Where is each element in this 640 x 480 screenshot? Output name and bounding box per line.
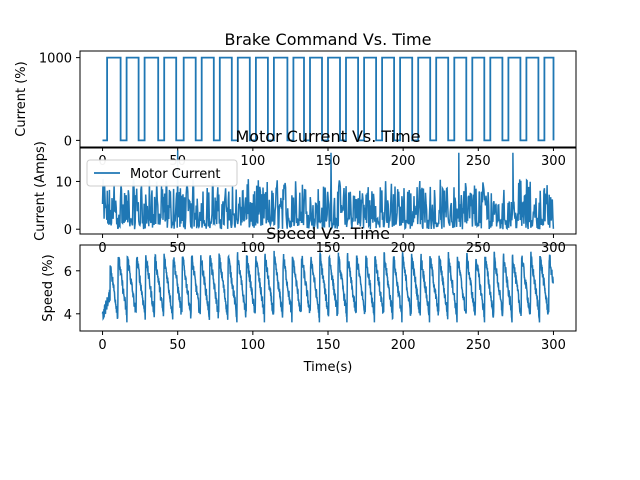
y-tick-label: 10 xyxy=(55,175,72,190)
x-tick-label: 200 xyxy=(391,154,416,169)
y-tick-label: 4 xyxy=(64,308,72,323)
x-tick-label: 250 xyxy=(466,154,491,169)
y-tick-label: 1000 xyxy=(39,52,72,67)
y-axis-label: Current (%) xyxy=(14,61,29,136)
chart-title: Speed Vs. Time xyxy=(266,224,390,243)
series-line xyxy=(101,250,554,323)
legend: Motor Current xyxy=(86,159,238,187)
x-tick-label: 300 xyxy=(541,338,566,353)
x-tick-label: 150 xyxy=(316,338,341,353)
chart-title: Brake Command Vs. Time xyxy=(225,30,432,49)
x-tick-label: 0 xyxy=(98,241,106,256)
x-tick-label: 250 xyxy=(466,241,491,256)
series-line xyxy=(102,56,555,142)
x-tick-label: 200 xyxy=(391,338,416,353)
x-tick-label: 300 xyxy=(541,154,566,169)
x-tick-label: 50 xyxy=(169,241,186,256)
legend-label: Motor Current xyxy=(130,167,221,182)
y-axis-label: Current (Amps) xyxy=(33,141,48,241)
x-tick-label: 150 xyxy=(316,154,341,169)
x-tick-label: 100 xyxy=(240,338,265,353)
y-tick-label: 6 xyxy=(64,265,72,280)
x-tick-label: 100 xyxy=(240,241,265,256)
x-tick-label: 0 xyxy=(98,338,106,353)
x-axis-label: Time(s) xyxy=(303,360,353,375)
chart-title: Motor Current Vs. Time xyxy=(235,127,420,146)
legend-box xyxy=(86,159,238,187)
y-axis-label: Speed (%) xyxy=(41,254,56,321)
y-tick-label: 0 xyxy=(64,134,72,149)
x-tick-label: 250 xyxy=(466,338,491,353)
x-tick-label: 50 xyxy=(169,338,186,353)
chart-panel-1: 05010015020025030001000Current (%)Brake … xyxy=(14,30,577,169)
x-tick-label: 100 xyxy=(240,154,265,169)
x-tick-label: 300 xyxy=(541,241,566,256)
y-tick-label: 0 xyxy=(64,223,72,238)
chart-panel-3: 0 50 100 150 200 250 300 4 6 Speed (%) Speed Vs. T… xyxy=(41,224,577,375)
